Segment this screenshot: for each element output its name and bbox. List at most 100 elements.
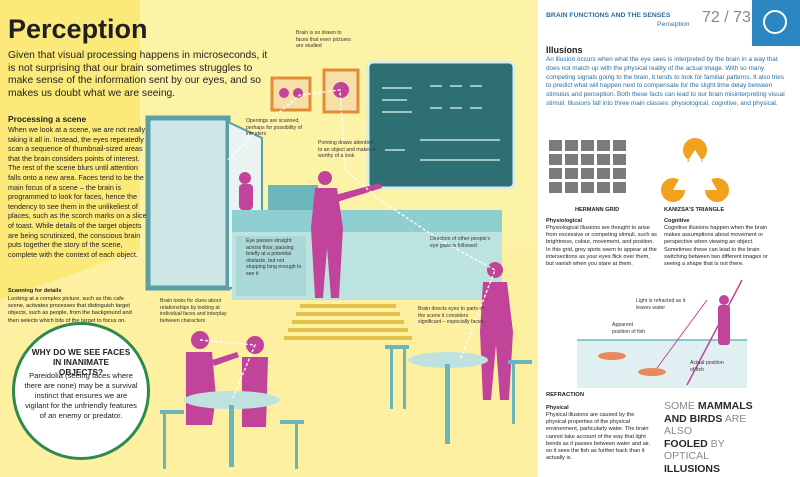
physical-heading: Physical — [546, 405, 569, 411]
decoration — [597, 182, 610, 193]
decoration — [686, 279, 743, 386]
decoration — [581, 140, 594, 151]
decoration — [186, 171, 513, 427]
decoration — [763, 10, 787, 34]
fact-word: OPTICAL — [664, 450, 709, 462]
decoration — [445, 364, 450, 444]
question-heading: WHY DO WE SEE FACES IN INANIMATE OBJECTS… — [31, 347, 131, 377]
decoration — [229, 405, 234, 467]
question-circle — [12, 322, 150, 460]
decoration — [719, 295, 729, 305]
fact-word: ARE ALSO — [664, 412, 747, 438]
decoration — [613, 140, 626, 151]
decoration — [333, 82, 349, 98]
callout: Direction of other people's eye gaze is … — [430, 236, 491, 249]
refraction-title: REFRACTION — [546, 392, 584, 398]
fact-word: SOME — [664, 400, 695, 412]
decoration — [581, 182, 594, 193]
decoration — [718, 295, 730, 345]
decoration — [597, 168, 610, 179]
decoration — [227, 89, 496, 361]
decoration — [656, 299, 708, 369]
page-numbers: 72 / 73 — [702, 9, 751, 26]
decoration — [403, 349, 406, 409]
decoration — [382, 85, 500, 161]
decoration — [549, 168, 562, 179]
decoration — [638, 368, 666, 376]
refraction-label: Light is refracted as it leaves water — [636, 298, 686, 311]
section-body: When we look at a scene, we are not real… — [8, 125, 147, 259]
decoration — [239, 172, 251, 184]
decoration — [565, 154, 578, 165]
scanning-body: Looking at a complex picture, such as th… — [8, 296, 132, 324]
decoration — [613, 168, 626, 179]
decoration — [597, 140, 610, 151]
fact-word: AND BIRDS — [664, 412, 723, 425]
intro: Given that visual processing happens in … — [8, 50, 268, 99]
decoration — [366, 60, 516, 190]
refraction-label: Apparent position of fish — [612, 322, 646, 335]
decoration — [163, 414, 166, 469]
fact-word: ILLUSIONS — [664, 462, 721, 475]
decoration — [613, 182, 626, 193]
decoration — [480, 282, 513, 400]
physiological-heading: Physiological — [546, 218, 583, 224]
cognitive-heading: Cognitive — [664, 218, 690, 224]
callout: Openings are scanned, perhaps for possib… — [246, 118, 302, 138]
decoration — [487, 262, 503, 278]
figure-label: HERMANN GRID — [575, 207, 620, 213]
decoration — [549, 154, 562, 165]
decoration — [318, 171, 332, 185]
decoration — [577, 340, 747, 388]
decoration — [296, 312, 400, 316]
scanning-heading: Scanning for details — [8, 288, 62, 294]
decoration — [292, 320, 404, 324]
decoration — [239, 184, 253, 210]
decoration — [186, 352, 216, 425]
decoration — [236, 236, 306, 296]
running-topic: Perception — [657, 21, 690, 28]
decoration — [408, 352, 488, 368]
fact-word: BY — [710, 437, 725, 450]
refraction-label: Actual position of fish — [690, 360, 724, 373]
decoration — [212, 352, 239, 366]
decoration — [232, 210, 502, 232]
decoration — [160, 345, 532, 469]
callout: Pointing draws attention to an object an… — [318, 140, 376, 160]
decoration — [597, 154, 610, 165]
callout: Brain looks for clues about relationship… — [160, 298, 227, 324]
decoration — [280, 420, 304, 424]
decoration — [311, 188, 343, 298]
decoration — [598, 352, 666, 376]
decoration — [293, 88, 303, 98]
decoration — [184, 391, 280, 409]
right-illustrations — [537, 0, 800, 477]
decoration — [718, 305, 730, 345]
decoration — [145, 115, 231, 291]
decoration — [565, 182, 578, 193]
illusions-heading: Illusions — [546, 45, 583, 55]
decoration — [565, 168, 578, 179]
decoration — [565, 140, 578, 151]
section-heading: Processing a scene — [8, 114, 87, 124]
decoration — [508, 360, 532, 364]
cognitive-body: Cognitive illusions happen when the brai… — [664, 225, 768, 268]
callout: Brain directs eyes to parts of the scene… — [418, 306, 484, 326]
illusions-body: An illusion occurs when what the eye see… — [546, 56, 785, 107]
fact-word: FOOLED — [664, 437, 708, 450]
figure-label: KANIZSA'S TRIANGLE — [664, 207, 725, 213]
decoration — [284, 336, 412, 340]
decoration — [288, 328, 408, 332]
decoration — [581, 168, 594, 179]
decoration — [673, 150, 717, 190]
fact-box: SOME MAMMALS AND BIRDS ARE ALSO FOOLED B… — [664, 400, 759, 475]
decoration — [390, 349, 393, 409]
decoration — [199, 339, 257, 401]
running-head: BRAIN FUNCTIONS AND THE SENSES — [546, 12, 671, 19]
decoration — [335, 183, 382, 202]
fact-word: MAMMALS — [697, 400, 753, 412]
decoration — [549, 140, 626, 193]
decoration — [598, 352, 626, 360]
decoration — [295, 424, 298, 469]
